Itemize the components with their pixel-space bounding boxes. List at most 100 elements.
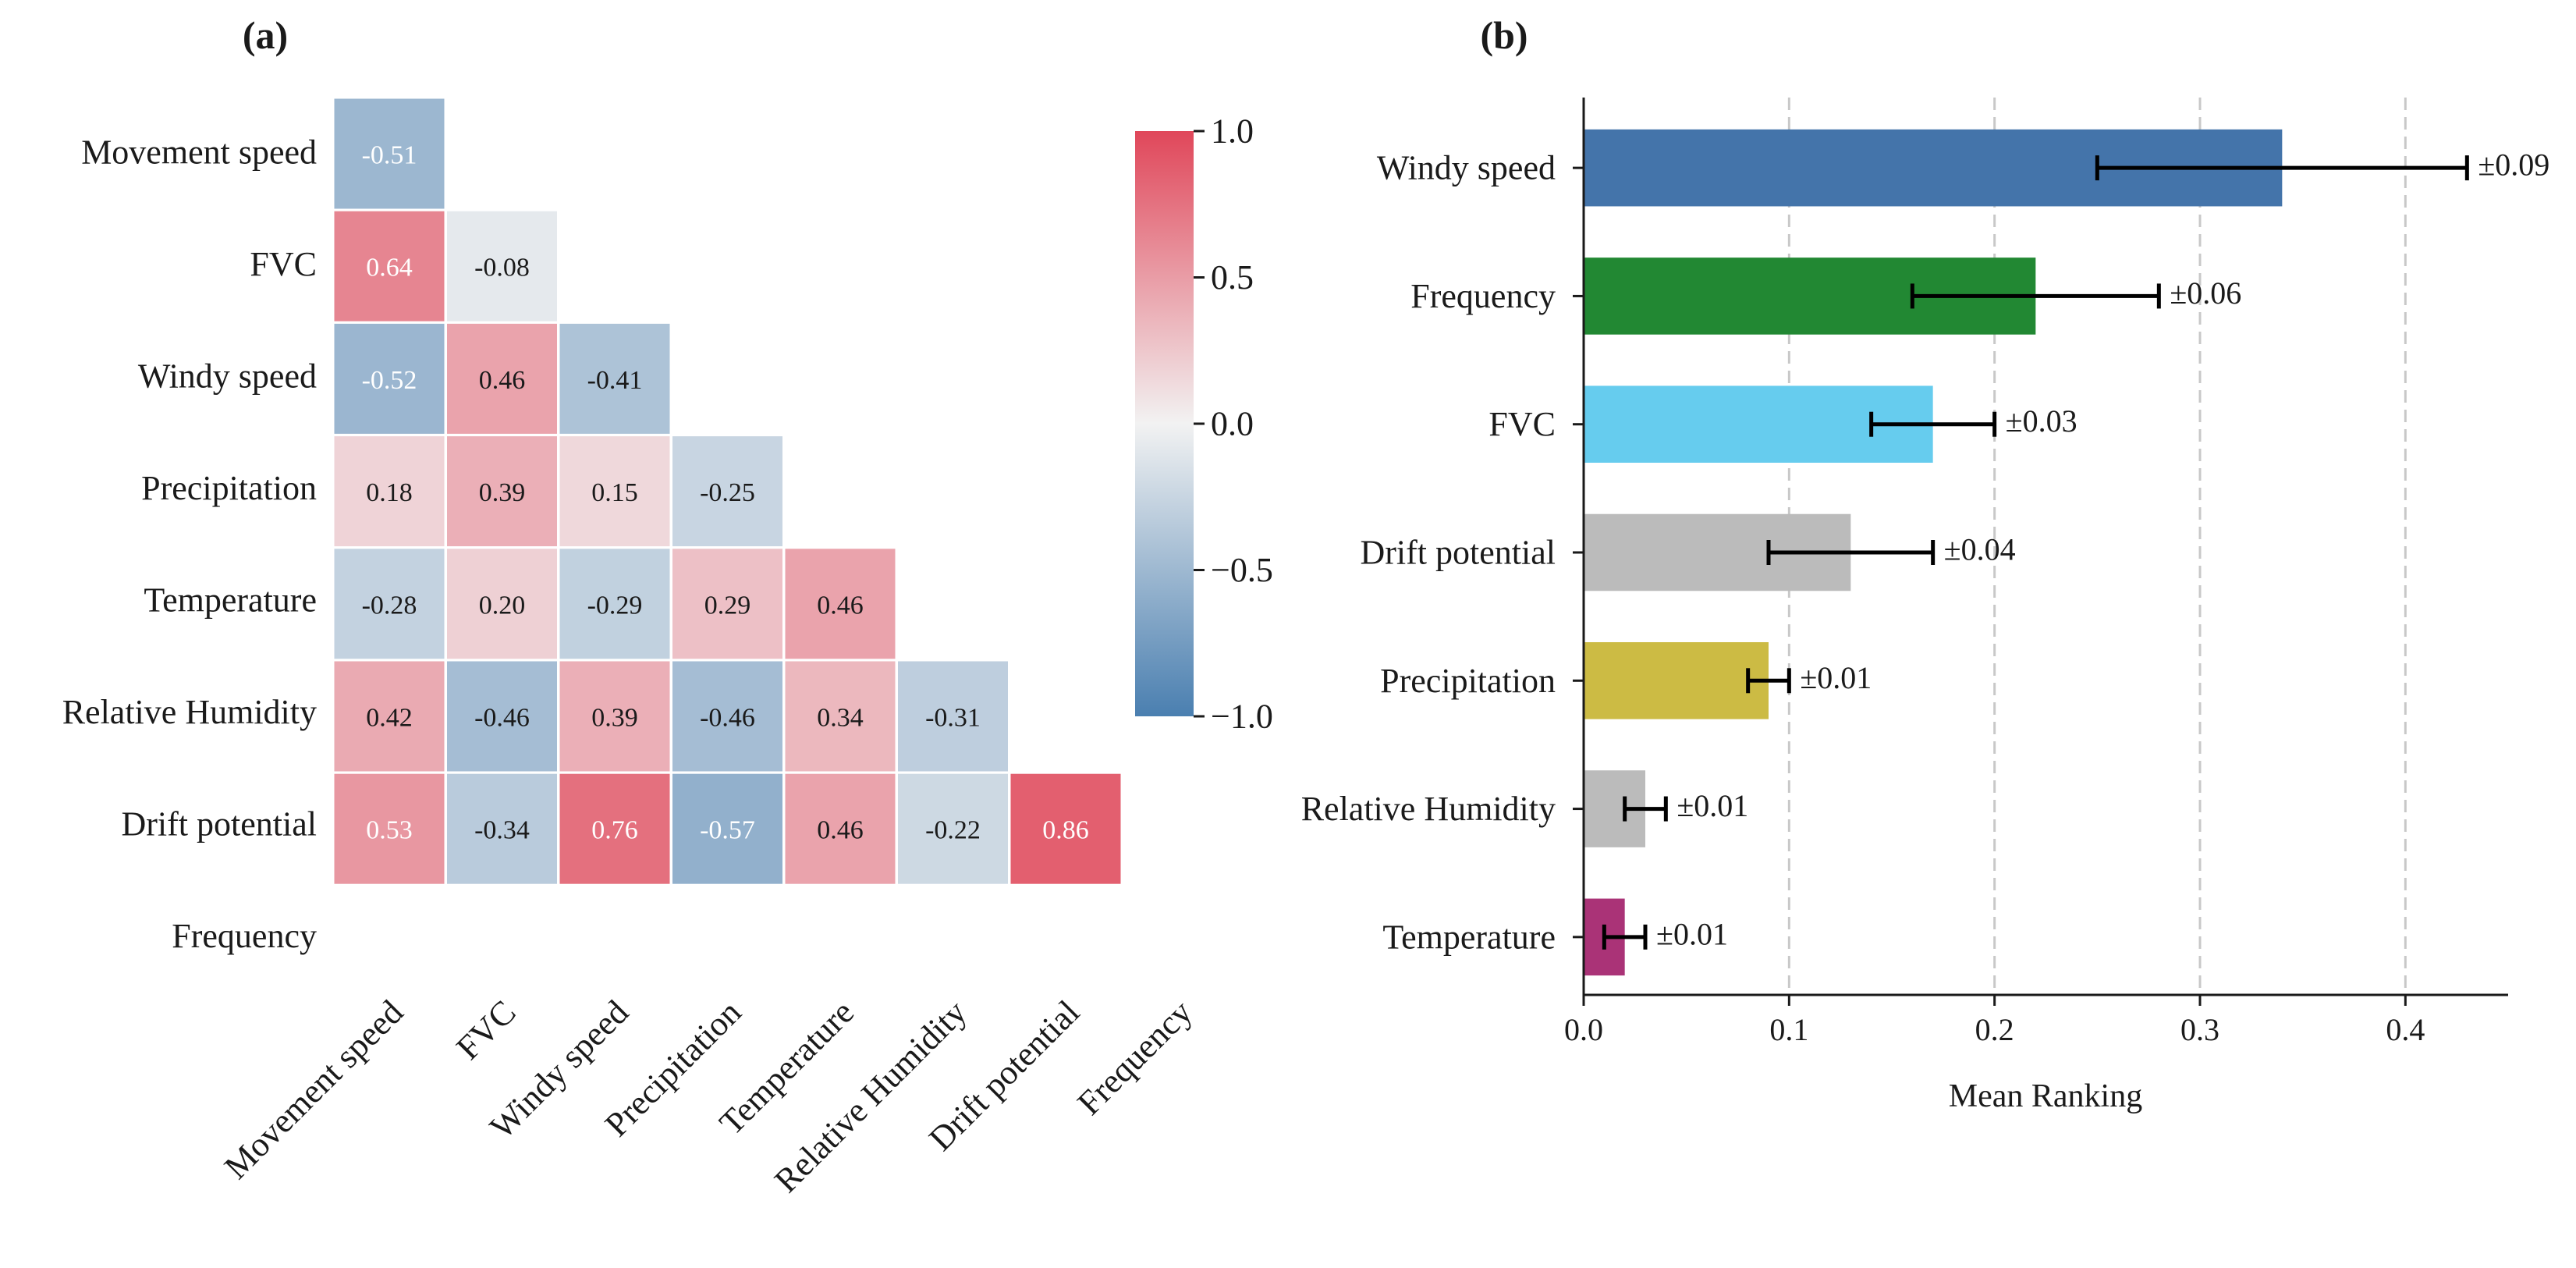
error-bars: ±0.09 ±0.06 ±0.03 ±0.04 ±0.01 ±0.01 ±0.01	[1602, 147, 2549, 951]
row-label: Drift potential	[122, 805, 318, 844]
x-tick-label: 0.3	[2180, 1012, 2219, 1047]
row-label: Frequency	[172, 917, 317, 955]
heatmap-cell-value: -0.46	[474, 704, 530, 733]
heatmap-cell	[557, 659, 672, 774]
heatmap-cell	[896, 771, 1010, 886]
y-tick-label: Frequency	[1410, 277, 1556, 315]
y-tick-labels: Windy speed Frequency FVC Drift potential Pr…	[1301, 149, 1584, 956]
row-label: Movement speed	[81, 133, 317, 172]
heatmap-cell-value: -0.22	[925, 816, 981, 845]
heatmap-cell-value: 0.53	[366, 816, 413, 845]
heatmap-cell-value: -0.41	[587, 366, 643, 395]
panel-label-b: (b)	[1480, 13, 1528, 57]
heatmap-cell	[445, 659, 559, 774]
heatmap-cell-value: -0.34	[474, 816, 530, 845]
column-label: Movement speed	[217, 993, 410, 1186]
colorbar-tick-label: 0.5	[1211, 258, 1254, 297]
heatmap-cell-value: 0.39	[591, 704, 638, 733]
error-label: ±0.09	[2478, 147, 2549, 183]
heatmap-cell-value: 0.29	[704, 591, 751, 620]
bar-panel: (b) ±0.09±0.06±0.03±0.04±0.01±0.01±0.01 …	[1301, 13, 2550, 1114]
column-label: FVC	[449, 993, 523, 1067]
heatmap-cell-value: -0.46	[700, 704, 755, 733]
y-tick-label: FVC	[1488, 405, 1556, 443]
heatmap-cell	[445, 208, 559, 324]
heatmap-cell-value: -0.08	[474, 254, 530, 282]
heatmap-cell-value: 0.39	[479, 478, 526, 507]
y-tick-label: Temperature	[1382, 918, 1556, 956]
column-label: Relative Humidity	[767, 993, 974, 1199]
colorbar-gradient	[1135, 131, 1194, 716]
colorbar-tick-label: −0.5	[1211, 551, 1273, 589]
heatmap-cell-value: -0.51	[362, 141, 417, 170]
error-label: ±0.01	[1800, 660, 1872, 695]
heatmap-cell	[332, 659, 447, 774]
x-tick-labels: 0.0 0.1 0.2 0.3 0.4	[1564, 995, 2425, 1047]
panel-label-a: (a)	[243, 13, 288, 57]
heatmap-cell-value: 0.34	[817, 704, 864, 733]
heatmap-cell-value: -0.52	[362, 366, 417, 395]
x-tick-label: 0.2	[1975, 1012, 2014, 1047]
colorbar-tick-label: −1.0	[1211, 698, 1273, 736]
heatmap-cell-value: -0.25	[700, 478, 755, 507]
heatmap-cell-value: 0.15	[591, 478, 638, 507]
bar	[1584, 642, 1769, 719]
bar-gridlines	[1787, 98, 2407, 995]
heatmap-cell-value: -0.57	[700, 816, 755, 845]
colorbar-tick-label: 1.0	[1211, 112, 1254, 151]
heatmap-cell-value: -0.29	[587, 591, 643, 620]
x-tick-label: 0.1	[1769, 1012, 1808, 1047]
error-label: ±0.03	[2006, 403, 2077, 439]
heatmap-cell	[1008, 771, 1123, 886]
heatmap-cell	[445, 434, 559, 549]
y-tick-label: Drift potential	[1361, 534, 1556, 572]
error-label: ±0.04	[1944, 532, 2016, 567]
heatmap-cell	[557, 321, 672, 436]
heatmap-cell	[445, 546, 559, 662]
heatmap-cell	[332, 208, 447, 324]
heatmap-cell	[670, 434, 785, 549]
heatmap-cell-value: 0.64	[366, 254, 413, 282]
colorbar-ticks: 1.0 0.5 0.0 −0.5 −1.0	[1194, 112, 1273, 736]
error-label: ±0.01	[1656, 916, 1728, 951]
heatmap-cell	[670, 659, 785, 774]
heatmap-cell-value: 0.46	[817, 591, 864, 620]
heatmap-cell	[445, 771, 559, 886]
heatmap-cell-value: -0.31	[925, 704, 981, 733]
x-tick-label: 0.4	[2386, 1012, 2425, 1047]
row-label: Relative Humidity	[62, 693, 317, 731]
colorbar-tick-label: 0.0	[1211, 405, 1254, 443]
heatmap-cell	[782, 659, 898, 774]
column-label: Frequency	[1070, 993, 1200, 1122]
heatmap-panel: (a) -0.51 0.64 -0.08 -0.52 0.46 -0.41 0.18 0.39…	[62, 13, 1273, 1200]
heatmap-row-labels: Movement speed FVC Windy speed Precipitatio…	[62, 133, 317, 956]
heatmap-cell-value: 0.18	[366, 478, 413, 507]
bar-axes	[1582, 98, 2508, 996]
heatmap-cell-value: 0.42	[366, 704, 413, 733]
x-tick-label: 0.0	[1564, 1012, 1603, 1047]
heatmap-cell	[332, 96, 447, 211]
heatmap-cell-value: 0.76	[591, 816, 638, 845]
heatmap-cell	[332, 771, 447, 886]
row-label: FVC	[250, 245, 317, 283]
heatmap-cell	[670, 771, 785, 886]
heatmap-cells: -0.51 0.64 -0.08 -0.52 0.46 -0.41 0.18 0.39 0.15…	[332, 96, 1123, 886]
colorbar: 1.0 0.5 0.0 −0.5 −1.0	[1135, 112, 1273, 736]
heatmap-cell-value: -0.28	[362, 591, 417, 620]
heatmap-cell	[670, 546, 785, 662]
row-label: Temperature	[144, 581, 317, 620]
heatmap-cell-value: 0.86	[1042, 816, 1089, 845]
row-label: Precipitation	[141, 469, 317, 507]
y-tick-label: Windy speed	[1377, 149, 1556, 187]
error-label: ±0.01	[1677, 788, 1748, 823]
x-axis-label: Mean Ranking	[1949, 1078, 2142, 1114]
y-tick-label: Relative Humidity	[1301, 790, 1556, 828]
y-tick-label: Precipitation	[1380, 662, 1556, 700]
error-label: ±0.06	[2170, 275, 2241, 311]
heatmap-cell-value: 0.20	[479, 591, 526, 620]
row-label: Windy speed	[138, 357, 317, 396]
heatmap-cell-value: 0.46	[817, 816, 864, 845]
heatmap-cell-value: 0.46	[479, 366, 526, 395]
